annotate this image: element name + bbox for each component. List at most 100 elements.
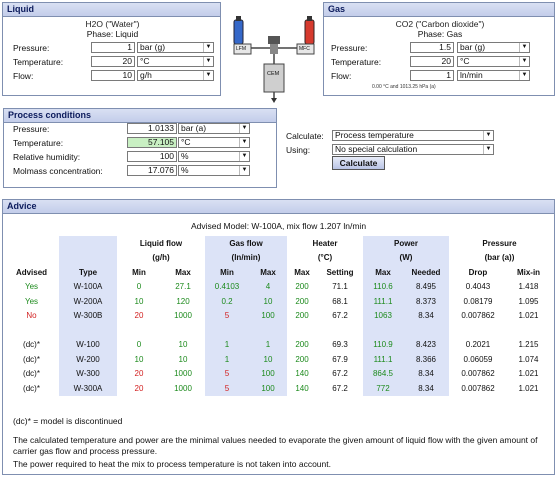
chevron-down-icon: ▼ <box>239 152 249 161</box>
process-molmass-label: Molmass concentration: <box>13 166 103 176</box>
discontinued-footnote: (dc)* = model is discontinued <box>13 416 123 426</box>
power-max-cell: 864.5 <box>363 366 403 381</box>
gas-temperature-unit-select[interactable]: °C ▼ <box>457 56 530 67</box>
liquid-max-cell: 120 <box>176 296 190 306</box>
gas-min-cell: 5 <box>205 381 249 396</box>
heater-setting-cell: 67.2 <box>332 369 348 379</box>
advice-title: Advice <box>3 200 554 214</box>
process-molmass-input[interactable]: 17.076 <box>127 165 177 176</box>
table-row[interactable]: Yes W-100A 0 27.1 0.4103 4 200 71.1 110.… <box>4 279 550 294</box>
liquid-max-cell: 27.1 <box>175 282 191 292</box>
pressure-mixin-cell: 1.021 <box>518 383 539 393</box>
power-max-cell: 1063 <box>363 308 403 323</box>
col-liquid-min: Min <box>132 267 146 277</box>
process-molmass-unit-select[interactable]: % ▼ <box>178 165 250 176</box>
liquid-panel-title: Liquid <box>3 3 220 17</box>
liquid-temperature-unit-select[interactable]: °C ▼ <box>137 56 214 67</box>
type-cell: W-200A <box>59 294 117 309</box>
pressure-drop-cell: 0.007862 <box>461 369 495 379</box>
liquid-min-cell: 10 <box>134 354 144 364</box>
power-needed-cell: 8.34 <box>403 366 449 381</box>
table-row[interactable]: (dc)* W-200 10 10 1 10 200 67.9 111.1 8.… <box>4 352 550 367</box>
gas-panel: Gas CO2 ("Carbon dioxide") Phase: Gas Pr… <box>323 2 555 96</box>
lfm-box <box>233 43 252 55</box>
type-cell: W-100A <box>59 279 117 294</box>
process-temperature-unit-select[interactable]: °C ▼ <box>178 137 250 148</box>
chevron-down-icon: ▼ <box>519 71 529 80</box>
gas-min-cell: 0.2 <box>205 294 249 309</box>
using-label: Using: <box>286 145 311 155</box>
col-type: Type <box>59 265 117 280</box>
using-select[interactable]: No special calculation ▼ <box>332 144 494 155</box>
process-pressure-input[interactable]: 1.0133 <box>127 123 177 134</box>
calculate-button[interactable]: Calculate <box>332 156 385 170</box>
gas-flow-unit: ln/min <box>460 70 483 80</box>
table-row[interactable]: (dc)* W-300A 20 1000 5 100 140 67.2 772 … <box>4 381 550 396</box>
power-unit: (W) <box>363 250 449 265</box>
table-row[interactable]: No W-300B 20 1000 5 100 200 67.2 1063 8.… <box>4 308 550 323</box>
mfc-box <box>296 43 315 55</box>
gas-max-cell: 10 <box>249 294 287 309</box>
gas-temperature-input[interactable]: 20 <box>410 56 454 67</box>
heater-max-cell: 200 <box>295 311 309 321</box>
gas-substance[interactable]: CO2 ("Carbon dioxide") <box>395 19 485 29</box>
pressure-mixin-cell: 1.215 <box>518 340 539 350</box>
gas-bottle-icon <box>304 19 315 45</box>
pressure-drop-cell: 0.4043 <box>465 282 491 292</box>
chevron-down-icon: ▼ <box>519 43 529 52</box>
gas-temperature-unit: °C <box>460 56 470 66</box>
liquid-substance[interactable]: H2O ("Water") <box>85 19 140 29</box>
heater-max-cell: 200 <box>295 296 309 306</box>
pressure-mixin-cell: 1.418 <box>518 282 539 292</box>
liquid-temperature-input[interactable]: 20 <box>91 56 135 67</box>
liquid-flow-unit: (g/h) <box>152 253 170 263</box>
liquid-flow-input[interactable]: 10 <box>91 70 135 81</box>
chevron-down-icon: ▼ <box>239 124 249 133</box>
heater-header: Heater <box>312 238 338 248</box>
gas-flow-input[interactable]: 1 <box>410 70 454 81</box>
advised-cell: Yes <box>24 296 39 306</box>
gas-pressure-input[interactable]: 1.5 <box>410 42 454 53</box>
gas-flow-unit-select[interactable]: ln/min ▼ <box>457 70 530 81</box>
gas-flow-header: Gas flow <box>205 236 287 251</box>
gas-flow-label: Flow: <box>331 71 352 81</box>
advised-cell: (dc)* <box>23 369 40 379</box>
liquid-flow-header: Liquid flow <box>139 238 183 248</box>
heater-max-cell: 140 <box>295 369 309 379</box>
process-pressure-unit: bar (a) <box>181 123 207 133</box>
process-temperature-input[interactable]: 57.105 <box>127 137 177 148</box>
process-pressure-unit-select[interactable]: bar (a) ▼ <box>178 123 250 134</box>
table-row[interactable]: (dc)* W-100 0 10 1 1 200 69.3 110.9 8.42… <box>4 337 550 352</box>
calculate-select[interactable]: Process temperature ▼ <box>332 130 494 141</box>
advised-cell: Yes <box>24 282 39 292</box>
chevron-down-icon: ▼ <box>483 131 493 140</box>
liquid-min-cell: 0 <box>136 282 142 292</box>
process-humidity-input[interactable]: 100 <box>127 151 177 162</box>
process-humidity-unit-select[interactable]: % ▼ <box>178 151 250 162</box>
col-power-max: Max <box>363 265 403 280</box>
liquid-flow-unit-select[interactable]: g/h ▼ <box>137 70 214 81</box>
liquid-temperature-unit: °C <box>140 56 150 66</box>
liquid-pressure-unit-select[interactable]: bar (g) ▼ <box>137 42 214 53</box>
heater-setting-cell: 68.1 <box>332 296 348 306</box>
process-molmass-unit: % <box>181 165 189 175</box>
gas-pressure-unit-select[interactable]: bar (g) ▼ <box>457 42 530 53</box>
calculate-value: Process temperature <box>335 130 414 140</box>
type-cell: W-300A <box>59 381 117 396</box>
table-row[interactable]: Yes W-200A 10 120 0.2 10 200 68.1 111.1 … <box>4 294 550 309</box>
liquid-pressure-input[interactable]: 1 <box>91 42 135 53</box>
chevron-down-icon: ▼ <box>483 145 493 154</box>
advice-table: Liquid flow Gas flow Heater Power Pressu… <box>4 236 550 396</box>
table-row[interactable]: (dc)* W-300 20 1000 5 100 140 67.2 864.5… <box>4 366 550 381</box>
advised-cell: (dc)* <box>23 383 40 393</box>
gas-max-cell: 10 <box>249 352 287 367</box>
chevron-down-icon: ▼ <box>519 57 529 66</box>
power-needed-cell: 8.423 <box>403 337 449 352</box>
heater-setting-cell: 67.2 <box>332 311 348 321</box>
gas-flow-unit: (ln/min) <box>205 250 287 265</box>
chevron-down-icon: ▼ <box>239 138 249 147</box>
pressure-drop-cell: 0.007862 <box>461 311 495 321</box>
liquid-bottle-icon <box>233 19 244 45</box>
valve-icon <box>268 36 280 44</box>
power-max-cell: 110.6 <box>363 279 403 294</box>
